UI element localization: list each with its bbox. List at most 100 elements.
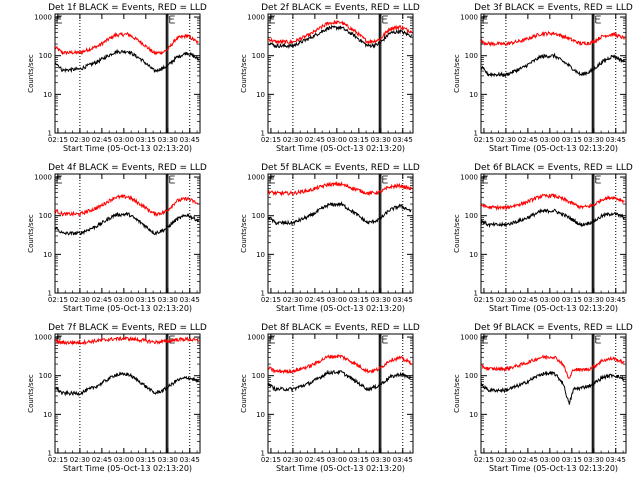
x-tick-label: 03:45	[606, 296, 626, 304]
y-tick-label: 1000	[460, 14, 478, 22]
x-tick-label: 03:15	[349, 456, 369, 464]
x-tick-label: 02:45	[92, 136, 112, 144]
flag-marker-icon	[269, 175, 275, 184]
flag-marker-icon	[595, 175, 601, 184]
x-tick-label: 02:30	[70, 136, 90, 144]
panel-title: Det 9f BLACK = Events, RED = LLD	[474, 323, 633, 333]
x-axis-label: Start Time (05-Oct-13 02:13:20)	[276, 144, 405, 153]
x-tick-label: 02:15	[474, 456, 494, 464]
y-axis-label: Counts/sec	[453, 54, 461, 93]
y-tick-label: 10	[43, 411, 52, 419]
series-line-lld	[267, 180, 412, 197]
flag-marker-icon	[56, 175, 62, 184]
y-tick-label: 10	[43, 251, 52, 259]
x-tick-label: 02:45	[518, 296, 538, 304]
y-axis-label: Counts/sec	[453, 374, 461, 413]
x-tick-label: 02:30	[283, 136, 303, 144]
x-tick-label: 03:45	[180, 136, 200, 144]
x-tick-label: 02:15	[261, 296, 281, 304]
x-tick-label: 03:30	[371, 296, 391, 304]
series-line-events	[54, 48, 199, 74]
x-tick-label: 03:30	[371, 136, 391, 144]
plot-frame	[267, 333, 414, 454]
series-line-events	[267, 200, 412, 227]
panel-title: Det 8f BLACK = Events, RED = LLD	[261, 323, 420, 333]
plot-frame	[480, 173, 627, 294]
x-tick-label: 03:30	[158, 136, 178, 144]
x-axis-label: Start Time (05-Oct-13 02:13:20)	[489, 464, 618, 473]
y-tick-label: 100	[252, 52, 265, 60]
y-axis-label: Counts/sec	[27, 214, 35, 253]
y-axis-label: Counts/sec	[27, 54, 35, 93]
flag-marker-icon	[595, 335, 601, 344]
panel-4: 1 10 100 1000 02:15 02:30 02:45 03:00 03:15 03:30…	[27, 163, 207, 313]
x-tick-label: 02:45	[92, 456, 112, 464]
x-axis-label: Start Time (05-Oct-13 02:13:20)	[489, 144, 618, 153]
series-line-lld	[480, 192, 625, 211]
panel-title: Det 4f BLACK = Events, RED = LLD	[48, 163, 207, 173]
y-tick-label: 1	[474, 290, 478, 298]
plot-frame	[54, 333, 201, 454]
y-tick-label: 100	[39, 52, 52, 60]
panel-9: 1 10 100 1000 02:15 02:30 02:45 03:00 03:15 03:30…	[453, 323, 633, 473]
y-tick-label: 100	[465, 212, 478, 220]
y-tick-label: 10	[43, 91, 52, 99]
x-tick-label: 03:15	[136, 296, 156, 304]
y-tick-label: 100	[252, 212, 265, 220]
x-tick-label: 03:30	[584, 296, 604, 304]
x-tick-label: 03:30	[158, 296, 178, 304]
series-line-events	[480, 52, 625, 78]
flag-marker-icon	[482, 15, 488, 24]
x-tick-label: 03:15	[562, 456, 582, 464]
panel-5: 1 10 100 1000 02:15 02:30 02:45 03:00 03:15 03:30…	[240, 163, 420, 313]
y-tick-label: 1	[261, 130, 265, 138]
x-tick-label: 03:00	[327, 296, 347, 304]
y-tick-label: 100	[465, 372, 478, 380]
x-tick-label: 03:00	[540, 456, 560, 464]
x-tick-label: 02:15	[474, 296, 494, 304]
x-tick-label: 02:15	[261, 136, 281, 144]
plot-frame	[480, 13, 627, 134]
x-tick-label: 03:00	[114, 296, 134, 304]
x-tick-label: 03:15	[136, 136, 156, 144]
series-line-events	[54, 371, 199, 397]
x-tick-label: 03:15	[349, 296, 369, 304]
panel-title: Det 5f BLACK = Events, RED = LLD	[261, 163, 420, 173]
y-tick-label: 100	[39, 212, 52, 220]
x-tick-label: 03:15	[136, 456, 156, 464]
y-tick-label: 1	[48, 450, 52, 458]
panel-6: 1 10 100 1000 02:15 02:30 02:45 03:00 03:15 03:30…	[453, 163, 633, 313]
series-line-events	[480, 370, 625, 405]
flag-marker-icon	[269, 335, 275, 344]
x-tick-label: 02:45	[518, 456, 538, 464]
y-tick-label: 1	[261, 450, 265, 458]
y-axis-label: Counts/sec	[27, 374, 35, 413]
x-tick-label: 02:30	[496, 136, 516, 144]
x-tick-label: 02:15	[48, 456, 68, 464]
series-line-lld	[54, 31, 199, 56]
y-tick-label: 1	[261, 290, 265, 298]
y-tick-label: 10	[256, 411, 265, 419]
y-axis-label: Counts/sec	[240, 374, 248, 413]
x-tick-label: 03:45	[606, 456, 626, 464]
y-tick-label: 1000	[247, 174, 265, 182]
plot-frame	[54, 13, 201, 134]
x-tick-label: 03:00	[114, 136, 134, 144]
x-tick-label: 02:45	[305, 296, 325, 304]
x-tick-label: 03:30	[158, 456, 178, 464]
x-tick-label: 03:30	[584, 136, 604, 144]
x-tick-label: 03:45	[393, 136, 413, 144]
y-axis-label: Counts/sec	[240, 214, 248, 253]
x-tick-label: 02:30	[283, 456, 303, 464]
series-line-lld	[480, 354, 625, 379]
series-line-events	[267, 369, 412, 393]
flag-marker-icon	[56, 15, 62, 24]
y-tick-label: 10	[469, 411, 478, 419]
x-tick-label: 02:15	[48, 296, 68, 304]
y-tick-label: 100	[465, 52, 478, 60]
series-line-lld	[267, 19, 412, 46]
flag-marker-icon	[169, 175, 175, 184]
y-tick-label: 1000	[247, 334, 265, 342]
y-tick-label: 1000	[34, 14, 52, 22]
